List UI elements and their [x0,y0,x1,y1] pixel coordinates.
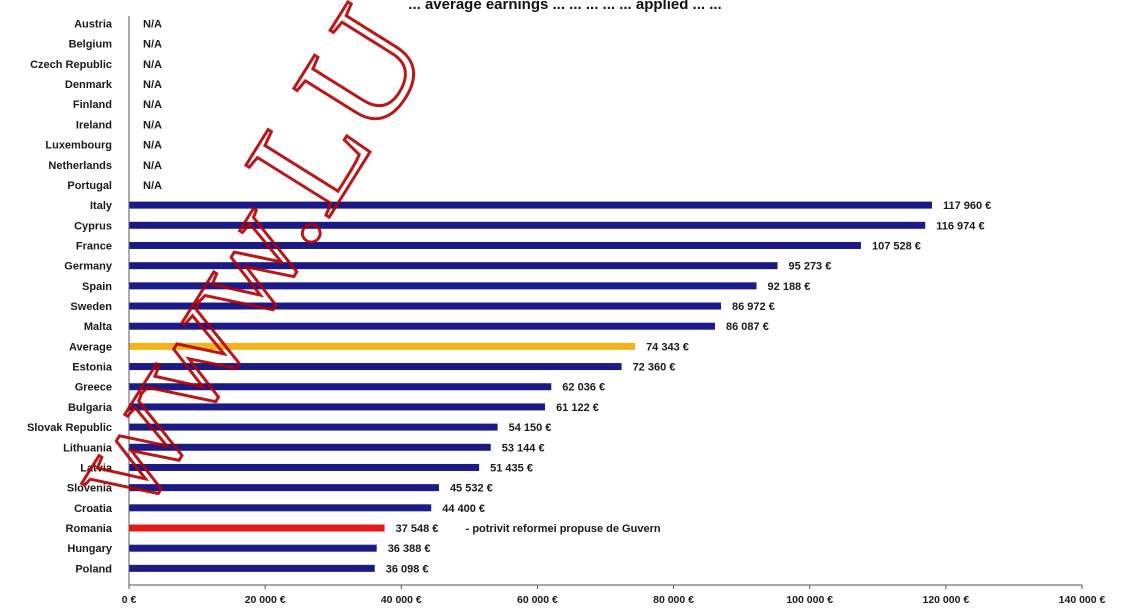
value-label-ireland: N/A [143,119,162,131]
category-label-luxembourg: Luxembourg [45,140,112,152]
bar-france [129,241,861,249]
x-tick-label-5: 100 000 € [786,594,833,606]
x-tick-label-2: 40 000 € [381,594,422,606]
value-label-portugal: N/A [143,180,162,192]
value-label-croatia: 44 400 € [442,503,485,515]
bar-hungary [129,544,377,552]
category-label-slovenia: Slovenia [67,483,113,495]
category-label-ireland: Ireland [76,119,112,131]
bar-estonia [129,363,622,371]
category-label-spain: Spain [82,281,112,293]
value-label-finland: N/A [143,99,162,111]
category-label-sweden: Sweden [70,301,112,313]
category-label-romania: Romania [66,523,113,535]
x-tick-label-4: 80 000 € [653,594,694,606]
bar-average [129,342,636,350]
bar-latvia [129,463,480,471]
value-label-latvia: 51 435 € [490,462,533,474]
value-label-slovenia: 45 532 € [450,483,493,495]
category-label-hungary: Hungary [67,543,113,555]
bar-slovak-republic [129,423,498,431]
value-label-sweden: 86 972 € [732,301,775,313]
bar-cyprus [129,221,926,229]
chart-title: ... average earnings ... ... ... ... ...… [408,0,721,13]
value-label-denmark: N/A [143,79,162,91]
category-label-portugal: Portugal [67,180,112,192]
value-label-italy: 117 960 € [943,200,991,212]
value-label-malta: 86 087 € [726,321,769,333]
bar-croatia [129,504,432,512]
category-label-netherlands: Netherlands [48,160,112,172]
value-label-romania: 37 548 € [396,523,439,535]
value-label-cyprus: 116 974 € [936,220,984,232]
value-label-poland: 36 098 € [386,563,429,575]
bar-poland [129,564,375,572]
bar-sweden [129,302,722,310]
value-label-czech-republic: N/A [143,59,162,71]
category-label-finland: Finland [73,99,112,111]
annotation-0: - potrivit reformei propuse de Guvern [466,523,661,535]
category-label-cyprus: Cyprus [74,220,112,232]
value-label-lithuania: 53 144 € [502,442,545,454]
value-label-france: 107 528 € [872,240,921,252]
category-label-germany: Germany [64,261,113,273]
value-label-estonia: 72 360 € [633,362,676,374]
x-tick-label-0: 0 € [122,594,137,606]
category-label-estonia: Estonia [72,362,113,374]
value-label-austria: N/A [143,19,162,31]
category-label-poland: Poland [75,563,112,575]
category-label-czech-republic: Czech Republic [30,59,112,71]
x-axis-ticks: 0 € 20 000 € 40 000 € 60 000 € 80 000 € 100 0… [122,585,1106,606]
category-label-austria: Austria [74,19,113,31]
bar-bulgaria [129,403,546,411]
bar-spain [129,282,757,290]
value-label-bulgaria: 61 122 € [556,402,599,414]
value-label-luxembourg: N/A [143,140,162,152]
x-tick-label-6: 120 000 € [922,594,969,606]
value-label-germany: 95 273 € [789,261,832,273]
x-tick-label-7: 140 000 € [1059,594,1106,606]
x-tick-label-1: 20 000 € [245,594,286,606]
category-label-lithuania: Lithuania [63,442,113,454]
value-label-spain: 92 188 € [768,281,811,293]
category-label-latvia: Latvia [80,462,113,474]
bar-italy [129,201,932,209]
value-label-hungary: 36 388 € [388,543,431,555]
bar-germany [129,262,778,270]
category-label-croatia: Croatia [74,503,113,515]
bar-slovenia [129,484,439,492]
category-label-average: Average [69,341,112,353]
bar-malta [129,322,716,330]
value-label-netherlands: N/A [143,160,162,172]
category-label-denmark: Denmark [65,79,113,91]
category-label-slovak-republic: Slovak Republic [27,422,112,434]
bar-greece [129,383,552,391]
value-label-greece: 62 036 € [562,382,605,394]
bars-layer: Austria N/A Belgium N/A Czech Republic N/A Den… [27,19,991,576]
category-label-italy: Italy [90,200,113,212]
category-label-greece: Greece [75,382,112,394]
value-label-slovak-republic: 54 150 € [509,422,552,434]
category-label-malta: Malta [84,321,113,333]
value-label-average: 74 343 € [646,341,689,353]
category-label-france: France [76,240,112,252]
category-label-bulgaria: Bulgaria [68,402,113,414]
bar-romania [129,524,385,532]
x-tick-label-3: 60 000 € [517,594,558,606]
category-label-belgium: Belgium [69,39,113,51]
value-label-belgium: N/A [143,39,162,51]
bar-lithuania [129,443,491,451]
